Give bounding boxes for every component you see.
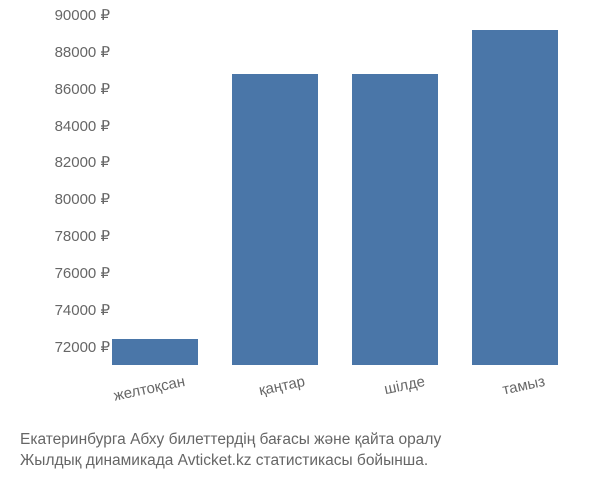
- bar: [232, 74, 318, 365]
- y-tick-label: 86000 ₽: [30, 80, 110, 98]
- y-tick-label: 74000 ₽: [30, 301, 110, 319]
- y-tick-label: 88000 ₽: [30, 43, 110, 61]
- caption-line-2: Жылдық динамикада Avticket.kz статистика…: [20, 451, 441, 472]
- y-tick-label: 80000 ₽: [30, 190, 110, 208]
- bar: [112, 339, 198, 365]
- plot-area: [95, 15, 575, 365]
- y-tick-label: 90000 ₽: [30, 6, 110, 24]
- y-tick-label: 72000 ₽: [30, 338, 110, 356]
- chart-caption: Екатеринбурга Абху билеттердің бағасы жә…: [20, 430, 441, 472]
- y-tick-label: 84000 ₽: [30, 117, 110, 135]
- y-tick-label: 78000 ₽: [30, 227, 110, 245]
- bar-chart: [95, 15, 575, 395]
- y-tick-label: 82000 ₽: [30, 153, 110, 171]
- caption-line-1: Екатеринбурга Абху билеттердің бағасы жә…: [20, 430, 441, 451]
- bar: [472, 30, 558, 365]
- y-tick-label: 76000 ₽: [30, 264, 110, 282]
- bar: [352, 74, 438, 365]
